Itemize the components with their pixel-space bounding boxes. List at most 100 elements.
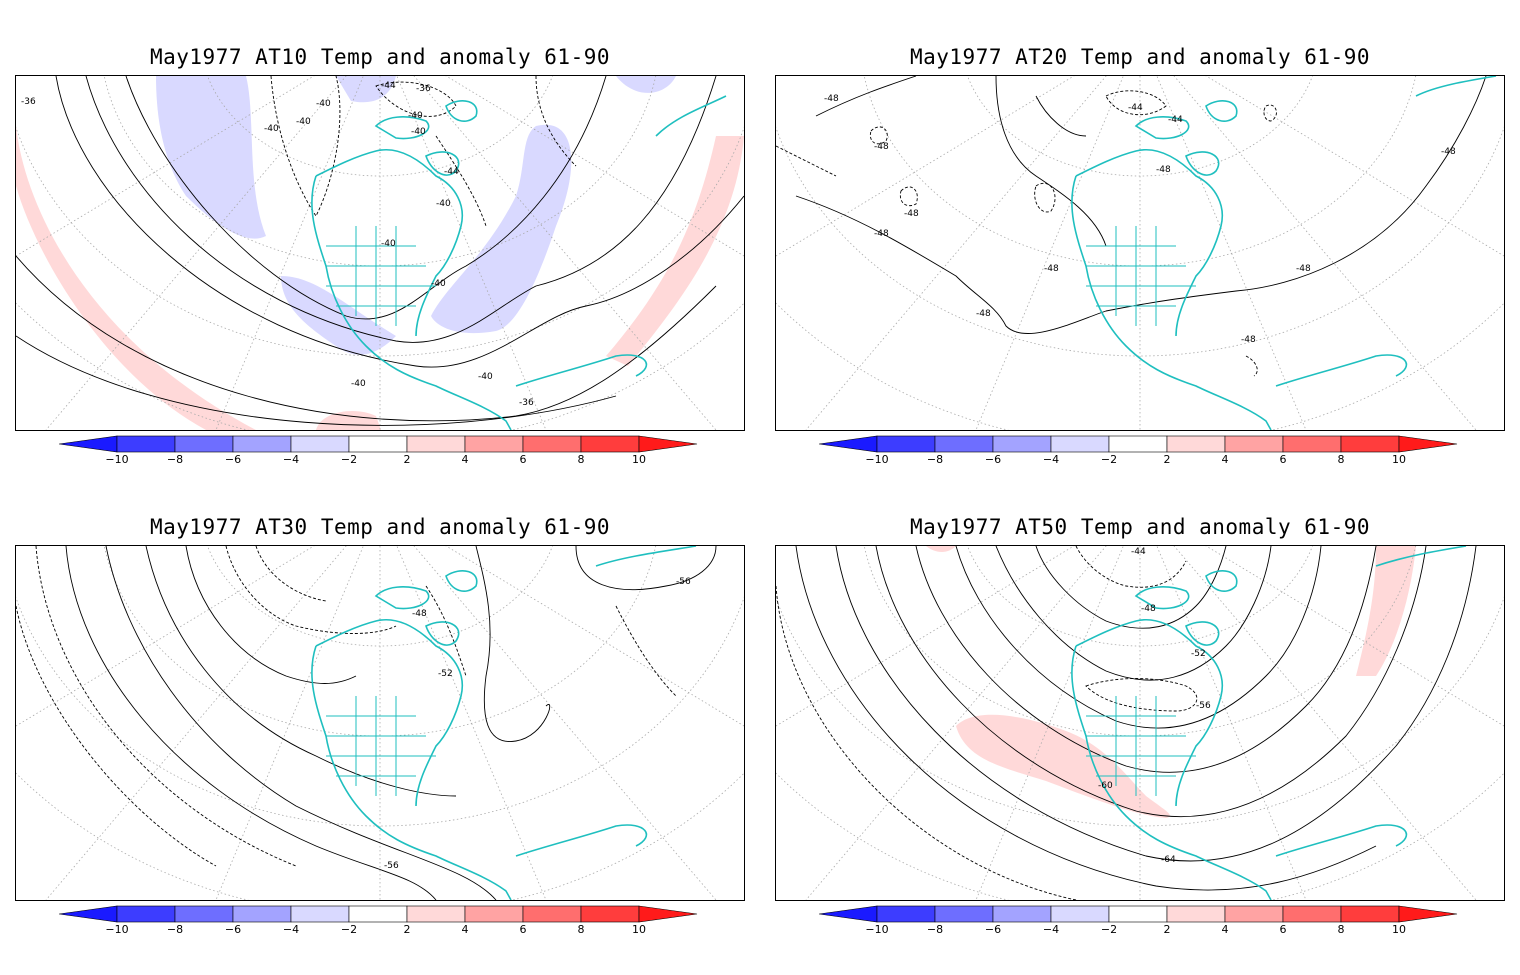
colorbar-segment (406, 905, 466, 923)
map-at10: -36 -40 -40 -44 -36 -40 -40 -40 -40 -44 … (16, 76, 744, 430)
contour-label: -48 (1296, 264, 1311, 274)
colorbar-segment (290, 435, 350, 453)
colorbar-tick: −2 (1100, 923, 1118, 936)
contour-label: -56 (1196, 701, 1211, 711)
contour-label: -44 (1128, 103, 1143, 113)
contour-label: -56 (384, 861, 399, 871)
colorbar-segment (992, 905, 1052, 923)
colorbar-tick: −6 (224, 923, 242, 936)
contour-label: -52 (1191, 649, 1206, 659)
colorbar-tick: 10 (1392, 923, 1406, 936)
anomaly-warm-arc (16, 126, 256, 430)
colorbar-tick: −8 (926, 453, 944, 466)
colorbar (819, 905, 1458, 923)
contour-label: -40 (316, 99, 331, 109)
colorbar-labels: −10 −8 −6 −4 −2 2 4 6 8 10 (59, 453, 699, 469)
colorbar-tick: 6 (1279, 453, 1287, 466)
colorbar (59, 435, 698, 453)
map-frame: -36 -40 -40 -44 -36 -40 -40 -40 -40 -44 … (15, 75, 745, 431)
colorbar-segment (1224, 435, 1284, 453)
colorbar-segment (1166, 435, 1226, 453)
colorbar-arrow-right (1398, 905, 1458, 923)
colorbar-tick: −2 (340, 453, 358, 466)
contour-label: -36 (21, 97, 36, 107)
colorbar-segment (406, 435, 466, 453)
contour-label: -44 (381, 81, 396, 91)
anomaly-warm-atlantic (1356, 546, 1416, 676)
colorbar-tick: 8 (577, 453, 585, 466)
contour-label: -48 (1441, 147, 1456, 157)
contour-label: -40 (478, 372, 493, 382)
contour-label: -52 (438, 669, 453, 679)
colorbar-tick: −2 (1100, 453, 1118, 466)
colorbar-segment (1050, 905, 1110, 923)
colorbar-tick: 8 (1337, 453, 1345, 466)
anomaly-cold-atlantic (431, 124, 572, 334)
colorbar-segment (1282, 905, 1342, 923)
colorbar-arrow-right (638, 905, 698, 923)
colorbar-segment (232, 905, 292, 923)
colorbar-tick: −10 (105, 453, 129, 466)
contour-label: -40 (431, 279, 446, 289)
contour-label: -44 (1131, 547, 1146, 557)
anomaly-cold-north (336, 76, 396, 103)
colorbar-segment (876, 905, 936, 923)
colorbar-labels: −10 −8 −6 −4 −2 2 4 6 8 10 (59, 923, 699, 939)
colorbar-segment (522, 435, 582, 453)
colorbar-segment (1108, 905, 1168, 923)
panel-title: May1977 AT20 Temp and anomaly 61-90 (909, 45, 1370, 69)
anomaly-warm-right (606, 136, 744, 366)
colorbar-tick: 2 (403, 453, 411, 466)
contour-label: -64 (1161, 855, 1176, 865)
contour-label: -60 (1098, 781, 1113, 791)
colorbar-arrow-right (638, 435, 698, 453)
anomaly-cold-ne (616, 76, 676, 93)
contour-label: -48 (1044, 264, 1059, 274)
map-frame: -48 -48 -44 -44 -48 -48 -48 -48 -48 -48 … (775, 75, 1505, 431)
colorbar-segment (174, 905, 234, 923)
panel-at10: May1977 AT10 Temp and anomaly 61-90 (15, 45, 755, 505)
colorbar-tick: −8 (166, 923, 184, 936)
colorbar-arrow-left (819, 435, 878, 453)
colorbar-labels: −10 −8 −6 −4 −2 2 4 6 8 10 (819, 923, 1459, 939)
anomaly-warm-nw (926, 546, 956, 552)
colorbar (819, 435, 1458, 453)
colorbar-segment (522, 905, 582, 923)
colorbar-segment (580, 435, 640, 453)
contour-label: -48 (412, 609, 427, 619)
contour-label: -40 (411, 127, 426, 137)
contour-label: -40 (408, 111, 423, 121)
map-at30: -56 -48 -52 -56 (16, 546, 744, 900)
contour-label: -48 (1156, 165, 1171, 175)
anomaly-cold-west (156, 76, 266, 239)
contour-label: -48 (904, 209, 919, 219)
colorbar-tick: −4 (282, 923, 300, 936)
colorbar-segment (1050, 435, 1110, 453)
colorbar-segment (290, 905, 350, 923)
contour-label: -44 (1168, 115, 1183, 125)
colorbar-segment (116, 435, 176, 453)
colorbar-tick: 6 (1279, 923, 1287, 936)
panel-title: May1977 AT30 Temp and anomaly 61-90 (149, 515, 610, 539)
colorbar-segment (348, 435, 408, 453)
colorbar-tick: 4 (1221, 453, 1229, 466)
contour-label: -40 (351, 379, 366, 389)
panel-at50: May1977 AT50 Temp and anomaly 61-90 (775, 515, 1515, 975)
colorbar-arrow-left (59, 905, 118, 923)
colorbar-segment (232, 435, 292, 453)
colorbar-tick: 2 (1163, 453, 1171, 466)
colorbar-segment (348, 905, 408, 923)
colorbar-tick: 10 (632, 453, 646, 466)
contour-label: -48 (1241, 335, 1256, 345)
colorbar-labels: −10 −8 −6 −4 −2 2 4 6 8 10 (819, 453, 1459, 469)
colorbar-tick: −6 (224, 453, 242, 466)
colorbar-tick: −8 (926, 923, 944, 936)
colorbar-tick: 4 (1221, 923, 1229, 936)
colorbar-tick: 2 (403, 923, 411, 936)
panel-at30: May1977 AT30 Temp and anomaly 61-90 (15, 515, 755, 975)
panel-title: May1977 AT50 Temp and anomaly 61-90 (909, 515, 1370, 539)
colorbar-segment (1340, 905, 1400, 923)
anomaly-warm-pacific (956, 714, 1170, 818)
colorbar-tick: 4 (461, 923, 469, 936)
colorbar-tick: −6 (984, 453, 1002, 466)
